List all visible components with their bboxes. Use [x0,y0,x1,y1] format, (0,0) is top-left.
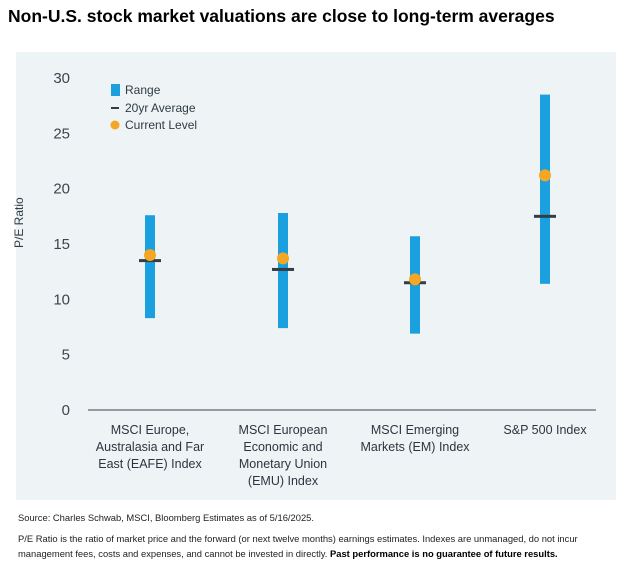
y-tick-label: 0 [62,402,70,419]
legend-range-swatch [111,84,120,96]
y-axis-ticks: 0 5 10 15 20 25 30 [53,70,70,419]
legend-average-swatch [111,107,119,109]
current-level-dot [277,252,289,265]
footnote: P/E Ratio is the ratio of market price a… [18,532,614,561]
category-label: MSCI Emerging Markets (EM) Index [360,423,470,454]
range-bar [540,94,550,284]
y-tick-label: 20 [53,181,70,198]
average-mark [534,214,556,218]
range-chart: 0 5 10 15 20 25 30 Range 20yr Average Current Le… [53,70,596,488]
y-tick-label: 30 [53,70,70,87]
current-level-dot [144,249,156,262]
range-bar [145,215,155,319]
y-axis-label: P/E Ratio [12,197,26,248]
legend: Range 20yr Average Current Level [110,83,197,132]
source-note: Source: Charles Schwab, MSCI, Bloomberg … [18,512,314,523]
category-label: MSCI Europe, Australasia and Far East (EAF… [96,423,204,471]
legend-current-swatch [110,120,120,130]
chart-marks [139,94,556,334]
legend-label: 20yr Average [125,101,196,115]
y-tick-label: 10 [53,291,70,308]
current-level-dot [409,273,421,286]
chart-panel: 0 5 10 15 20 25 30 Range 20yr Average Current Le… [16,52,616,500]
legend-label: Current Level [125,118,197,132]
y-tick-label: 15 [53,236,70,253]
chart-title: Non-U.S. stock market valuations are clo… [8,6,555,26]
footnote-text: P/E Ratio is the ratio of market price a… [18,533,578,559]
category-label: S&P 500 Index [503,423,587,437]
average-mark [272,267,294,271]
footnote-bold: Past performance is no guarantee of futu… [330,547,558,559]
y-tick-label: 25 [53,125,70,142]
category-label: MSCI European Economic and Monetary Union(… [239,423,328,488]
y-tick-label: 5 [62,347,70,364]
current-level-dot [539,169,551,182]
legend-label: Range [125,83,161,97]
category-labels: MSCI Europe, Australasia and Far East (EAF… [96,423,588,488]
